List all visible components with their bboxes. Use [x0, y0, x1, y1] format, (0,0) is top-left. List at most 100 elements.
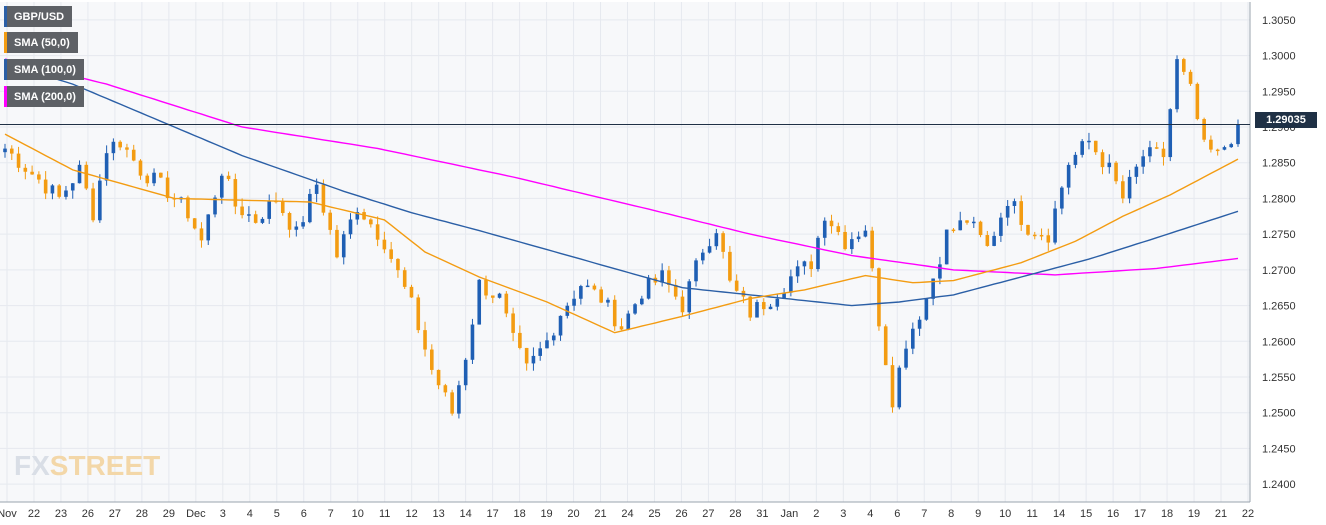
candle-body — [944, 229, 949, 265]
candle-body — [64, 190, 68, 197]
candle-body — [551, 335, 556, 341]
candle-body — [504, 293, 509, 314]
candle-body — [1148, 147, 1152, 157]
logo-main: FX — [14, 450, 50, 481]
candle-body — [152, 172, 156, 184]
candle-body — [497, 293, 502, 298]
candle-body — [518, 332, 522, 348]
legend-item-sma200[interactable]: SMA (200,0) — [4, 86, 84, 107]
candle-body — [1188, 71, 1193, 84]
candle-body — [938, 264, 942, 279]
candle-body — [50, 185, 55, 194]
candle-body — [1127, 176, 1132, 199]
candle-body — [619, 326, 624, 330]
candle-body — [1195, 83, 1200, 120]
candle-body — [822, 220, 827, 238]
x-tick-label: 18 — [513, 508, 525, 520]
candle-body — [612, 299, 617, 327]
x-tick-label: 28 — [136, 508, 148, 520]
candle-body — [1182, 59, 1186, 72]
logo-accent: STREET — [49, 450, 161, 481]
candle-body — [917, 319, 922, 329]
x-tick-label: 21 — [594, 508, 606, 520]
candle-body — [226, 175, 231, 180]
candle-body — [985, 235, 990, 246]
candle-body — [877, 268, 881, 327]
candle-body — [1107, 162, 1112, 168]
candle-body — [1229, 144, 1234, 148]
candle-body — [890, 365, 895, 408]
candle-body — [192, 218, 197, 229]
candle-body — [477, 279, 482, 325]
candle-body — [37, 174, 41, 180]
x-tick-label: 9 — [975, 508, 981, 520]
candle-body — [57, 185, 61, 197]
candle-body — [951, 229, 956, 232]
x-tick-label: 6 — [894, 508, 900, 520]
candle-body — [700, 252, 705, 261]
legend-swatch-gbpusd — [4, 6, 7, 27]
x-tick-label: 17 — [1134, 508, 1146, 520]
legend-item-gbpusd[interactable]: GBP/USD — [4, 6, 73, 27]
candle-body — [640, 298, 644, 305]
candle-body — [646, 277, 651, 299]
candle-body — [1209, 139, 1213, 150]
y-tick-label: 1.2950 — [1262, 86, 1296, 98]
candle-body — [721, 233, 725, 252]
x-tick-label: 3 — [220, 508, 226, 520]
x-tick-label: Nov — [0, 508, 17, 520]
candle-body — [43, 179, 48, 194]
candle-body — [843, 231, 847, 250]
x-tick-label: 27 — [109, 508, 121, 520]
last-price-tag: 1.29035 — [1255, 112, 1317, 128]
legend-item-sma50[interactable]: SMA (50,0) — [4, 32, 78, 53]
candle-body — [253, 214, 258, 223]
candle-body — [660, 270, 664, 283]
candle-body — [592, 285, 597, 290]
candle-body — [1019, 201, 1024, 225]
x-tick-label: 18 — [1161, 508, 1173, 520]
candle-body — [870, 230, 874, 269]
candle-body — [992, 235, 996, 246]
candle-body — [545, 340, 549, 349]
candle-body — [1202, 119, 1206, 140]
candle-body — [1012, 201, 1017, 206]
candle-body — [667, 270, 671, 285]
y-tick-label: 1.2650 — [1262, 301, 1296, 313]
candle-body — [416, 297, 421, 331]
legend-swatch-sma200 — [4, 86, 7, 107]
y-tick-label: 1.2750 — [1262, 229, 1296, 241]
candle-body — [802, 261, 807, 267]
candle-body — [1134, 166, 1139, 177]
candle-body — [443, 385, 448, 393]
candle-body — [599, 289, 603, 303]
candle-body — [84, 164, 89, 189]
candle-body — [755, 302, 759, 318]
candle-body — [16, 153, 21, 168]
candle-body — [1060, 187, 1064, 209]
x-tick-label: 27 — [702, 508, 714, 520]
y-tick-label: 1.2800 — [1262, 193, 1296, 205]
candle-body — [761, 302, 766, 310]
candle-body — [104, 153, 109, 181]
x-tick-label: 10 — [352, 508, 364, 520]
candle-body — [1087, 140, 1091, 143]
candle-body — [1093, 140, 1098, 153]
x-tick-label: 3 — [840, 508, 846, 520]
candle-body — [206, 214, 211, 241]
candle-body — [159, 172, 163, 178]
x-tick-label: 15 — [1080, 508, 1092, 520]
candle-body — [1066, 164, 1071, 188]
legend-item-sma100[interactable]: SMA (100,0) — [4, 59, 84, 80]
candle-body — [308, 193, 312, 223]
x-tick-label: 4 — [247, 508, 253, 520]
candle-body — [579, 286, 583, 299]
candle-body — [856, 236, 861, 240]
candle-body — [633, 304, 637, 314]
candle-body — [375, 224, 380, 240]
candle-body — [145, 175, 150, 184]
candle-body — [457, 385, 461, 414]
candle-body — [795, 266, 800, 277]
candle-body — [897, 367, 902, 408]
